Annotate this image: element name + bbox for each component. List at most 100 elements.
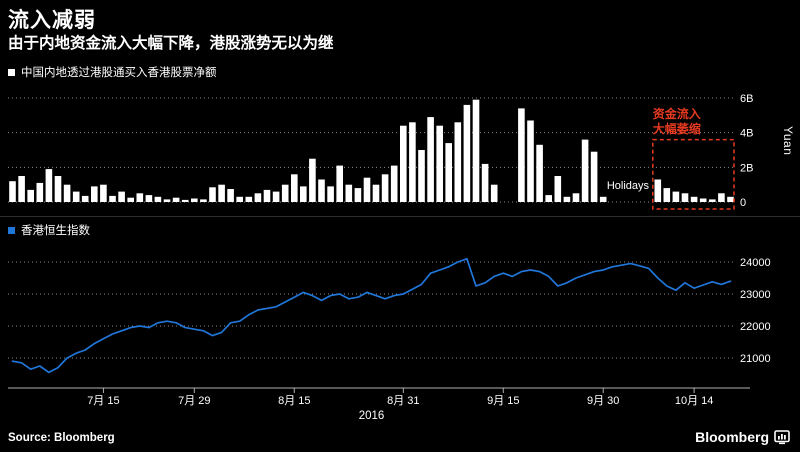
bar xyxy=(191,198,198,202)
x-axis-tick-label: 10月 14 xyxy=(675,395,714,407)
bar xyxy=(81,195,89,202)
bar xyxy=(699,198,707,202)
bloomberg-logo-icon xyxy=(774,429,790,444)
bar xyxy=(172,197,180,202)
y-axis-tick-label: 22000 xyxy=(740,321,771,333)
bar xyxy=(63,184,71,202)
bar xyxy=(518,108,525,202)
highlight-annotation-line2: 大幅萎缩 xyxy=(653,121,701,136)
bar xyxy=(9,181,16,202)
page-subtitle: 由于内地资金流入大幅下降，港股涨势无以为继 xyxy=(8,35,334,52)
bar xyxy=(300,186,307,202)
x-axis-tick-label: 8月 15 xyxy=(278,395,310,407)
bar xyxy=(372,184,380,202)
bar xyxy=(227,189,234,202)
hsi-line xyxy=(11,257,732,374)
bar xyxy=(127,197,134,202)
bar xyxy=(381,174,389,202)
bar xyxy=(318,179,325,202)
bloomberg-wordmark: Bloomberg xyxy=(695,429,769,445)
bar xyxy=(36,182,44,202)
y-axis-tick-label: 0 xyxy=(740,197,746,209)
bar xyxy=(599,196,607,202)
hang-seng-line-chart: 21000 22000 23000 24000 7月 15 7月 29 8月 15 8月 31… xyxy=(8,257,771,422)
y-axis-tick-label: 21000 xyxy=(740,353,771,365)
bar xyxy=(672,191,680,202)
bar xyxy=(363,177,371,202)
bar xyxy=(400,125,407,202)
x-axis-tick-label: 9月 30 xyxy=(587,395,619,407)
bar xyxy=(291,174,298,202)
bar xyxy=(472,99,480,202)
y-axis-tick-label: 23000 xyxy=(740,289,771,301)
hsi-legend-label: 香港恒生指数 xyxy=(21,225,90,237)
bar xyxy=(436,125,443,202)
source-attribution: Source: Bloomberg xyxy=(8,432,115,444)
bar xyxy=(91,186,98,202)
bar xyxy=(72,191,80,202)
bar xyxy=(272,191,280,202)
hsi-legend: 香港恒生指数 xyxy=(8,222,90,238)
page-title: 流入减弱 xyxy=(8,9,96,32)
bar xyxy=(554,176,562,202)
bar xyxy=(281,184,289,202)
bar xyxy=(581,139,589,202)
holidays-annotation: Holidays xyxy=(607,180,650,192)
x-axis-tick-label: 9月 15 xyxy=(487,395,519,407)
bar xyxy=(481,163,489,202)
x-axis-tick-label: 7月 15 xyxy=(87,395,119,407)
y-axis-tick-label: 6B xyxy=(740,93,753,105)
hsi-legend-swatch xyxy=(8,226,15,234)
bar xyxy=(154,196,162,202)
bar xyxy=(18,176,25,202)
y-axis-tick-label: 24000 xyxy=(740,257,771,269)
bar xyxy=(327,186,334,202)
bar xyxy=(590,151,598,202)
bar xyxy=(718,193,725,202)
bar xyxy=(536,144,543,202)
bar xyxy=(145,195,153,202)
bar xyxy=(54,176,62,202)
bar xyxy=(236,196,243,202)
bar xyxy=(218,184,225,202)
bar xyxy=(418,150,425,202)
bar xyxy=(209,187,216,202)
bar xyxy=(681,193,689,202)
bar xyxy=(263,189,271,202)
bar xyxy=(309,158,316,202)
bar xyxy=(572,193,580,202)
highlight-annotation-line1: 资金流入 xyxy=(653,106,701,121)
bar xyxy=(181,199,189,202)
bar xyxy=(336,165,343,202)
chart-divider xyxy=(0,216,800,217)
flows-legend: 中国内地透过港股通买入香港股票净额 xyxy=(8,64,217,80)
bar xyxy=(527,120,534,202)
bar xyxy=(27,189,34,202)
bar xyxy=(45,169,53,202)
bar xyxy=(245,196,253,202)
bar xyxy=(200,199,207,202)
bar xyxy=(390,165,398,202)
bar xyxy=(136,193,144,202)
bar xyxy=(409,122,416,202)
bloomberg-brand: Bloomberg xyxy=(695,429,790,445)
highlight-box xyxy=(652,138,735,210)
bar xyxy=(663,188,671,202)
bar xyxy=(100,184,107,202)
bar xyxy=(109,195,116,202)
bar xyxy=(427,117,434,202)
bar xyxy=(490,184,498,202)
flows-legend-swatch xyxy=(8,68,15,76)
bar xyxy=(545,195,552,202)
bar xyxy=(163,199,171,202)
bar xyxy=(563,196,571,202)
y-axis-tick-label: 4B xyxy=(740,128,753,140)
bar xyxy=(454,122,462,202)
bar xyxy=(654,179,662,202)
y-axis-tick-label: 2B xyxy=(740,162,753,174)
bar xyxy=(345,184,353,202)
bar xyxy=(254,193,262,202)
flows-legend-label: 中国内地透过港股通买入香港股票净额 xyxy=(21,67,217,79)
